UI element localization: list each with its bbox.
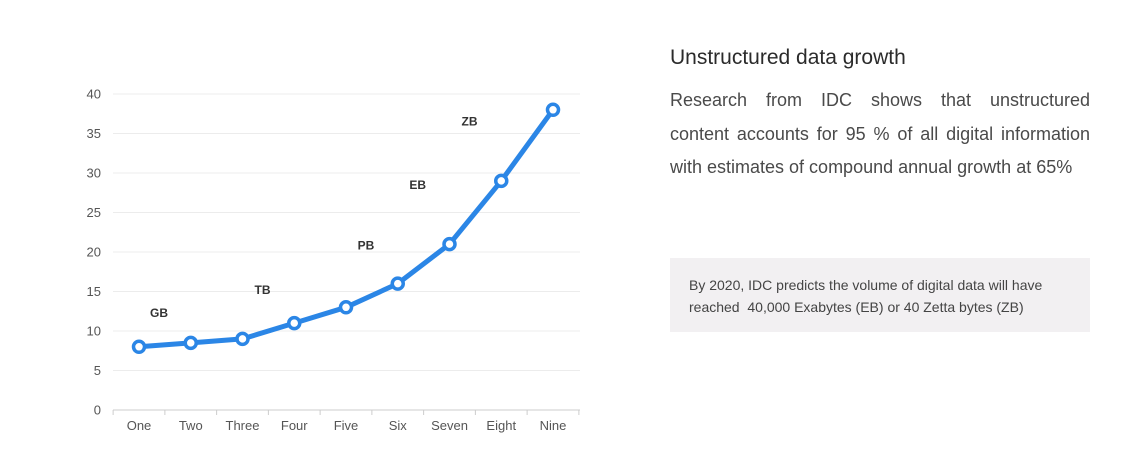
unit-annotation: EB xyxy=(409,178,426,192)
data-point xyxy=(442,236,457,252)
y-tick-label: 40 xyxy=(87,87,101,102)
data-point xyxy=(338,300,354,315)
unit-annotation: PB xyxy=(358,239,375,253)
data-point xyxy=(494,173,509,189)
data-point xyxy=(545,102,561,118)
x-tick-label: Eight xyxy=(486,418,516,433)
y-tick-label: 35 xyxy=(87,126,101,141)
y-tick-label: 10 xyxy=(87,324,101,339)
data-point xyxy=(235,331,250,347)
x-tick-label: Three xyxy=(226,418,260,433)
x-tick-label: Six xyxy=(389,418,408,433)
y-tick-label: 25 xyxy=(87,205,101,220)
callout-line-1: By 2020, IDC predicts the volume of digi… xyxy=(689,277,1043,293)
x-tick-label: Four xyxy=(281,418,308,433)
description-paragraph: Research from IDC shows that unstructure… xyxy=(670,84,1090,185)
unit-annotation: TB xyxy=(255,283,271,297)
y-tick-label: 30 xyxy=(87,166,101,181)
x-tick-label: One xyxy=(127,418,152,433)
x-tick-label: Two xyxy=(179,418,203,433)
x-tick-label: Seven xyxy=(431,418,468,433)
prediction-callout: By 2020, IDC predicts the volume of digi… xyxy=(670,258,1090,332)
y-tick-label: 0 xyxy=(94,403,101,418)
line-chart: 0 5 10 15 20 25 30 35 40 One Two Three Four Five Six Se… xyxy=(87,87,580,433)
y-tick-label: 20 xyxy=(87,245,101,260)
data-point xyxy=(183,335,198,351)
callout-line-2: reached 40,000 Exabytes (EB) or 40 Zetta… xyxy=(689,299,1024,315)
unit-annotation: GB xyxy=(150,306,168,320)
unit-annotation: ZB xyxy=(462,115,478,129)
description-line-3: with estimates of compound annual growth… xyxy=(670,157,1073,177)
x-tick-label: Five xyxy=(334,418,359,433)
y-tick-label: 15 xyxy=(87,284,101,299)
data-point xyxy=(131,339,147,355)
data-point xyxy=(287,315,302,331)
section-title: Unstructured data growth xyxy=(670,46,906,69)
description-line-1: Research from IDC shows that unstructure… xyxy=(670,90,1090,110)
x-tick-label: Nine xyxy=(540,418,567,433)
y-tick-label: 5 xyxy=(94,363,101,378)
description-line-2: content accounts for 95 % of all digital… xyxy=(670,123,1090,144)
data-point xyxy=(390,276,405,291)
